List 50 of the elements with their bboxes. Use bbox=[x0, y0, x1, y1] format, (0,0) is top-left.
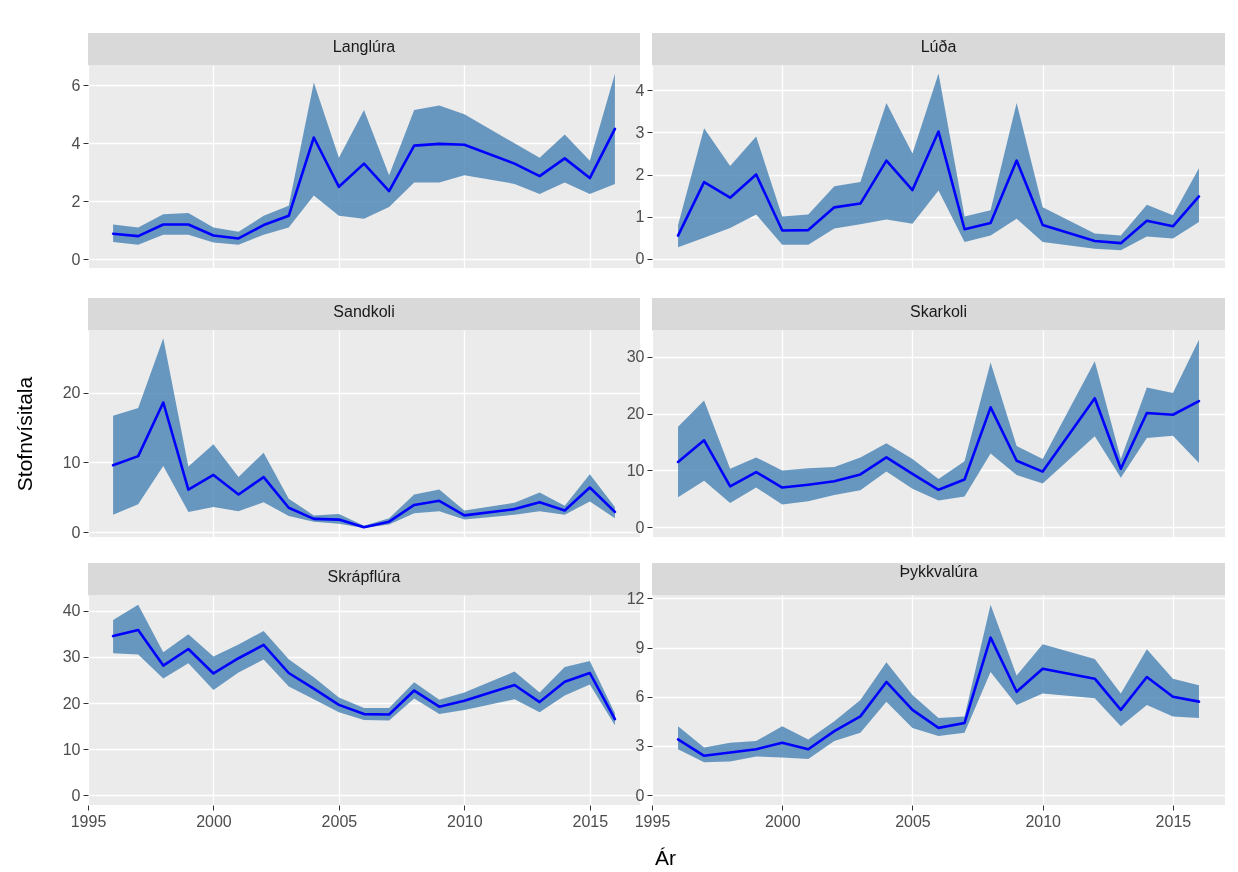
y-tick-label: 0 bbox=[635, 518, 645, 536]
y-tick-label: 10 bbox=[62, 740, 81, 758]
y-tick-label: 9 bbox=[635, 639, 645, 656]
line-series bbox=[676, 636, 1201, 758]
line-series bbox=[111, 628, 617, 721]
y-tick-label: 10 bbox=[626, 461, 645, 479]
x-tick-label: 2005 bbox=[895, 812, 931, 830]
y-tick-label: 1 bbox=[635, 208, 645, 226]
y-tick-label: 30 bbox=[62, 648, 81, 666]
y-tick-label: 0 bbox=[71, 786, 81, 804]
y-tick-label: 2 bbox=[635, 166, 645, 183]
x-tick-label: 2010 bbox=[447, 812, 483, 830]
y-tick-label: 10 bbox=[62, 453, 81, 471]
chart-title: Þykkvalúra bbox=[899, 563, 978, 581]
x-tick-label: 2015 bbox=[572, 812, 609, 830]
y-tick-label: 20 bbox=[62, 694, 81, 712]
y-tick-label: 6 bbox=[635, 688, 645, 706]
chart-title: Skrápflúra bbox=[327, 568, 401, 585]
y-tick-label: 2 bbox=[71, 192, 81, 210]
line-series bbox=[676, 130, 1201, 245]
y-tick-label: 0 bbox=[635, 250, 645, 268]
chart-title: Langlúra bbox=[332, 38, 396, 55]
x-axis-title: Ár bbox=[655, 845, 677, 869]
y-tick-label: 30 bbox=[626, 348, 645, 366]
x-tick-label: 2000 bbox=[196, 812, 232, 830]
x-tick-label: 2000 bbox=[764, 812, 801, 830]
chart-title: Skarkoli bbox=[910, 303, 967, 320]
y-tick-label: 4 bbox=[71, 134, 81, 152]
y-tick-label: 4 bbox=[635, 81, 645, 99]
x-tick-label: 2005 bbox=[321, 812, 358, 830]
chart-title: Sandkoli bbox=[333, 303, 395, 320]
y-tick-label: 0 bbox=[71, 250, 81, 268]
x-tick-label: 1995 bbox=[70, 812, 107, 830]
y-tick-label: 0 bbox=[71, 523, 81, 541]
y-tick-label: 12 bbox=[626, 589, 645, 607]
y-tick-label: 3 bbox=[635, 737, 645, 755]
chart-title: Lúða bbox=[920, 38, 957, 55]
x-tick-label: 2015 bbox=[1155, 812, 1192, 830]
line-series bbox=[111, 127, 617, 240]
x-tick-label: 1995 bbox=[634, 812, 671, 830]
y-tick-label: 40 bbox=[62, 602, 81, 620]
line-series bbox=[676, 396, 1201, 492]
y-tick-label: 0 bbox=[635, 786, 645, 804]
y-tick-label: 6 bbox=[71, 76, 81, 94]
y-tick-label: 20 bbox=[626, 405, 645, 423]
y-axis-title: Stofnvísitala bbox=[12, 376, 36, 492]
x-tick-label: 2010 bbox=[1025, 812, 1062, 830]
line-series bbox=[111, 401, 617, 529]
y-tick-label: 3 bbox=[635, 123, 645, 141]
y-tick-label: 20 bbox=[62, 384, 81, 402]
